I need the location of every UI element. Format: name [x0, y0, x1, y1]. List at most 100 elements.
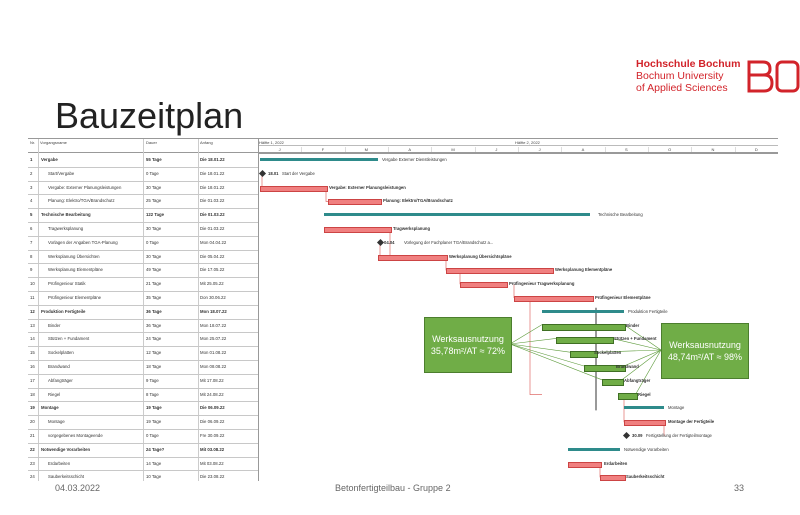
table-row: 9 Werksplanung Elementpläne 49 Tage Die 17.… [28, 263, 258, 279]
task-name: Sockelplatten [48, 350, 74, 356]
connector-line [509, 343, 603, 381]
bar-label: Sockelplatten [594, 350, 622, 356]
table-row: 4 Planung: Elektro/TGA/Brandschutz 25 Tage… [28, 194, 258, 210]
header-divider [28, 152, 778, 153]
table-row: 15 Sockelplatten 12 Tage Mon 01.08.22 [28, 346, 258, 361]
production-bar [570, 351, 598, 359]
month-cell: D [735, 147, 778, 153]
task-duration: 18 Tage [146, 364, 162, 369]
task-start: Die 06.09.22 [200, 405, 225, 411]
timescale-half-2: Hälfte 2, 2022 [515, 140, 540, 145]
task-number: 24 [30, 474, 35, 480]
logo-line-3: of Applied Sciences [636, 82, 728, 94]
task-start: Mit 03.08.22 [200, 460, 224, 466]
task-name: Vergabe: Externer Planungsleistungen [48, 184, 122, 190]
month-cell: J [258, 147, 303, 153]
task-name: Planung: Elektro/TGA/Brandschutz [48, 198, 115, 204]
task-name: Erdarbeiten [48, 460, 71, 466]
connector-line [325, 187, 328, 202]
connector-line [509, 338, 557, 345]
production-bar [618, 392, 638, 400]
task-duration: 10 Tage [146, 474, 162, 480]
task-name: Riegel [48, 391, 61, 397]
task-number: 6 [30, 226, 33, 231]
task-name: Brandwand [48, 364, 70, 369]
task-start: Mon 08.08.22 [200, 364, 227, 369]
task-start: Die 01.03.22 [200, 226, 225, 231]
column-divider-name [143, 139, 144, 481]
bar-label: Prüfingenieur Elementpläne [595, 295, 651, 300]
task-duration: 19 Tage [146, 419, 162, 425]
task-bar [378, 254, 448, 261]
task-number: 9 [30, 267, 33, 273]
table-row: 3 Vergabe: Externer Planungsleistungen 30 … [28, 181, 258, 196]
university-logo: Hochschule Bochum Bochum University of A… [636, 58, 800, 94]
bar-label: Montage [668, 405, 685, 411]
table-row: 24 Sauberkeitsschicht 10 Tage Die 23.08.22 [28, 470, 258, 481]
table-row: 20 Montage 19 Tage Die 06.09.22 [28, 415, 258, 430]
table-row: 14 Stützen + Fundament 24 Tage Mon 25.07.22 [28, 332, 258, 348]
bar-label: 30.09 [632, 433, 643, 438]
connector-line [623, 324, 662, 351]
callout-werksausnutzung-right: Werksausnutzung 48,74m²/AT ≈ 98% [661, 323, 749, 379]
table-row: 11 Prüfingenieur Elementpläne 35 Tage Don 3… [28, 291, 258, 306]
bar-label: Werksplanung Übersichtspläne [449, 253, 512, 259]
task-start: Mon 18.07.22 [200, 322, 227, 328]
table-row: 23 Erdarbeiten 14 Tage Mit 03.08.22 [28, 457, 258, 472]
bar-label: Tragwerksplanung [393, 226, 430, 231]
task-duration: 36 Tage [146, 322, 162, 328]
table-row: 16 Brandwand 18 Tage Mon 08.08.22 [28, 360, 258, 375]
bar-label: Produktion Fertigteile [628, 308, 668, 314]
bar-label: Werksplanung Elementpläne [555, 267, 613, 273]
slide-title: Bauzeitplan [55, 95, 244, 136]
bar-label: Vergabe: Externer Planungsleistungen [329, 184, 406, 190]
production-bar [556, 337, 614, 345]
summary-bar [324, 213, 590, 217]
month-cell: A [388, 147, 433, 153]
task-start: Die 17.05.22 [200, 267, 225, 273]
task-bar [328, 199, 382, 206]
table-row: 22 Notwendige Vorarbeiten 24 Tage? Mit 03.0… [28, 443, 258, 458]
task-number: 3 [30, 184, 33, 190]
task-bar [624, 420, 666, 427]
task-name: Montage [41, 405, 59, 411]
task-duration: 12 Tage [146, 350, 162, 356]
table-row: 7 Vorlagen der Angaben TGA-Planung 0 Tage M… [28, 236, 258, 251]
bar-label: Vergabe Externer Dienstleistungen [382, 157, 447, 162]
summary-bar [542, 309, 624, 313]
task-duration: 21 Tage [146, 281, 162, 287]
logo-line-2: Bochum University [636, 70, 724, 82]
task-name: Produktion Fertigteile [41, 308, 86, 314]
bar-label: Sauberkeitsschicht [626, 474, 665, 480]
task-name: Werksplanung Übersichten [48, 253, 100, 259]
bar-label: Start der Vergabe [282, 170, 315, 176]
table-row: 12 Produktion Fertigteile 36 Tage Mon 18.07… [28, 305, 258, 320]
task-duration: 30 Tage [146, 184, 162, 190]
task-duration: 49 Tage [146, 267, 162, 273]
footer-date: 04.03.2022 [55, 483, 101, 493]
task-duration: 0 Tage [146, 170, 159, 176]
summary-bar [260, 158, 378, 161]
task-duration: 36 Tage [146, 308, 162, 314]
page-number: 33 [734, 483, 745, 493]
task-name: Vorlagen der Angaben TGA-Planung [48, 239, 118, 245]
task-bar [514, 296, 594, 302]
gantt-chart: Nr. Vorgangsname Dauer Anfang Hälfte 1, … [28, 138, 778, 481]
bar-label: Stützen + Fundament [614, 336, 657, 342]
task-name: Montage [48, 419, 65, 425]
bar-label: Vorlegung der Fachplaner TGA/Brandschutz… [404, 239, 494, 245]
task-duration: 55 Tage [146, 157, 162, 162]
task-start: Die 06.09.22 [200, 419, 225, 425]
task-start: Die 01.03.22 [200, 212, 225, 218]
task-bar [568, 461, 602, 468]
task-start: Fre 30.09.22 [200, 433, 225, 438]
connector-line [635, 349, 662, 394]
task-bar [260, 185, 328, 192]
task-duration: 0 Tage [146, 239, 159, 245]
column-header-name: Vorgangsname [40, 140, 67, 145]
task-duration: 24 Tage? [146, 446, 165, 452]
month-cell: F [301, 147, 346, 153]
task-duration: 14 Tage [146, 460, 162, 466]
table-row: 21 vorgegebenes Montageende 0 Tage Fre 30.0… [28, 429, 258, 444]
bar-label: Technische Bearbeitung [598, 212, 643, 218]
